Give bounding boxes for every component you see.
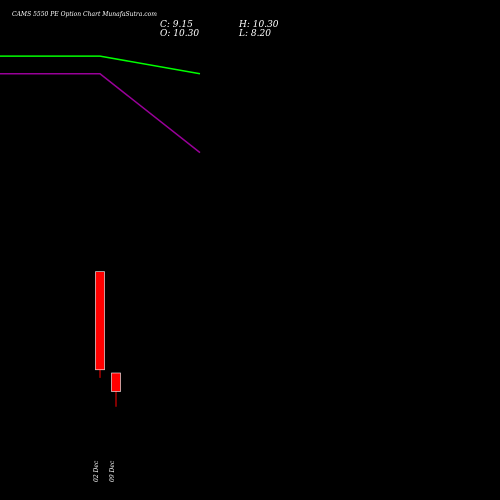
candle-body bbox=[111, 372, 121, 392]
open-value: 10.30 bbox=[173, 29, 200, 39]
close-value: 9.15 bbox=[172, 20, 193, 30]
series-line-0 bbox=[0, 55, 201, 75]
open-readout: O: 10.30 bbox=[160, 29, 200, 39]
high-value: 10.30 bbox=[252, 20, 279, 30]
low-readout: L: 8.20 bbox=[239, 29, 271, 39]
high-readout: H: 10.30 bbox=[239, 20, 279, 30]
close-readout: C: 9.15 bbox=[160, 20, 193, 30]
chart-title: CAMS 5550 PE Option Chart MunafaSutra.co… bbox=[12, 11, 157, 18]
low-value: 8.20 bbox=[250, 29, 271, 39]
series-line-1 bbox=[0, 73, 201, 154]
candle-body bbox=[95, 271, 105, 371]
x-tick-label: 09 Dec bbox=[109, 460, 116, 482]
x-tick-label: 02 Dec bbox=[93, 460, 100, 482]
